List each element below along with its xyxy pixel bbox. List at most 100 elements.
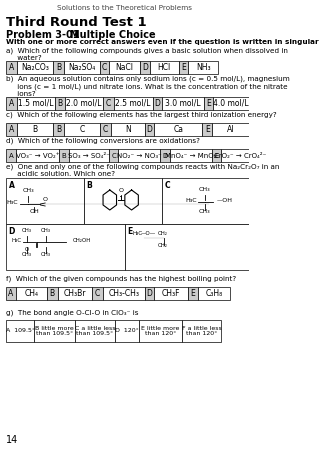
Text: OH: OH: [29, 209, 39, 214]
Bar: [54, 97, 65, 110]
Text: CH₃: CH₃: [199, 209, 211, 214]
Bar: [6, 224, 124, 270]
Text: 1.5 mol/L: 1.5 mol/L: [18, 99, 53, 108]
Bar: [6, 123, 17, 136]
Text: C: C: [164, 181, 170, 190]
Bar: [160, 149, 170, 162]
Bar: [6, 287, 16, 300]
Text: CH₃F: CH₃F: [162, 289, 180, 298]
Text: C: C: [95, 289, 100, 298]
Text: C: C: [102, 125, 108, 134]
Text: VO₃⁻ → VO₂⁺: VO₃⁻ → VO₂⁺: [16, 153, 59, 159]
Bar: [16, 287, 47, 300]
Text: CH₃: CH₃: [22, 228, 32, 233]
Bar: [59, 149, 68, 162]
Bar: [109, 149, 118, 162]
Text: D: D: [154, 99, 160, 108]
Bar: [75, 320, 115, 342]
Text: CH₄: CH₄: [24, 289, 38, 298]
Text: C₃H₈: C₃H₈: [205, 289, 223, 298]
Text: B: B: [57, 99, 62, 108]
Text: —O—: —O—: [140, 231, 156, 236]
Text: A: A: [8, 289, 13, 298]
Text: B: B: [56, 63, 61, 72]
Text: With one or more correct answers even if the question is written in singular: With one or more correct answers even if…: [6, 39, 319, 45]
Text: CH₃-CH₃: CH₃-CH₃: [108, 289, 139, 298]
Text: H₃C: H₃C: [7, 200, 18, 205]
Text: CH₃: CH₃: [41, 228, 51, 233]
Text: N: N: [125, 125, 131, 134]
Bar: [17, 123, 53, 136]
Text: c)  Which of the following elements has the largest third ionization energy?: c) Which of the following elements has t…: [6, 112, 277, 119]
Text: B: B: [32, 125, 38, 134]
Bar: [6, 320, 34, 342]
Bar: [139, 320, 182, 342]
Text: B: B: [56, 125, 61, 134]
Text: Al: Al: [227, 125, 234, 134]
Text: Ca: Ca: [173, 125, 183, 134]
Text: CH₃: CH₃: [199, 187, 211, 192]
Bar: [100, 123, 111, 136]
Bar: [188, 287, 198, 300]
Text: E little more
than 120°: E little more than 120°: [141, 326, 180, 337]
Text: E: E: [206, 99, 211, 108]
Text: 2.0 mol/L: 2.0 mol/L: [66, 99, 102, 108]
Text: Solutions to the Theoretical Problems: Solutions to the Theoretical Problems: [57, 5, 192, 11]
Bar: [17, 61, 53, 74]
Text: D: D: [9, 227, 15, 236]
Bar: [65, 97, 103, 110]
Text: e)  One and only one of the following compounds reacts with Na₂Cr₂O₇ in an
     : e) One and only one of the following com…: [6, 164, 280, 178]
Bar: [100, 61, 109, 74]
Text: b)  An aqueous solution contains only sodium ions (c = 0.5 mol/L), magnesium
   : b) An aqueous solution contains only sod…: [6, 76, 290, 97]
Text: D  120°: D 120°: [115, 328, 139, 333]
Text: A: A: [9, 181, 14, 190]
Text: g)  The bond angle O-Cl-O in ClO₃⁻ is: g) The bond angle O-Cl-O in ClO₃⁻ is: [6, 309, 139, 315]
Bar: [58, 287, 92, 300]
Bar: [47, 287, 58, 300]
Text: d)  Which of the following conversions are oxidations?: d) Which of the following conversions ar…: [6, 138, 200, 145]
Bar: [145, 287, 154, 300]
Bar: [124, 224, 249, 270]
Bar: [6, 61, 17, 74]
Text: A: A: [9, 125, 14, 134]
Bar: [6, 178, 84, 224]
Bar: [179, 61, 188, 74]
Bar: [64, 61, 100, 74]
Bar: [111, 123, 145, 136]
Bar: [68, 149, 109, 162]
Text: E: E: [181, 63, 186, 72]
Text: MnO₄⁻ → MnO₂: MnO₄⁻ → MnO₂: [165, 153, 217, 159]
Text: CH₂: CH₂: [158, 231, 168, 236]
Text: A: A: [9, 153, 13, 159]
Text: H₃C: H₃C: [132, 231, 142, 236]
Text: B: B: [86, 181, 92, 190]
Text: E: E: [205, 125, 210, 134]
Text: C: C: [102, 63, 107, 72]
Bar: [6, 149, 16, 162]
Text: CrO₂⁻ → CrO₄²⁻: CrO₂⁻ → CrO₄²⁻: [214, 153, 266, 159]
Text: CH₃: CH₃: [22, 252, 32, 257]
Text: NaCl: NaCl: [116, 63, 133, 72]
Bar: [53, 123, 64, 136]
Bar: [213, 97, 249, 110]
Bar: [109, 61, 140, 74]
Bar: [92, 287, 103, 300]
Text: 3.0 mol/L: 3.0 mol/L: [165, 99, 201, 108]
Text: B: B: [50, 289, 55, 298]
Text: C a little less
than 109.5°: C a little less than 109.5°: [75, 326, 115, 337]
Bar: [203, 123, 212, 136]
Text: E: E: [127, 227, 132, 236]
Bar: [212, 123, 249, 136]
Text: NH₃: NH₃: [196, 63, 211, 72]
Bar: [145, 123, 154, 136]
Bar: [34, 320, 75, 342]
Text: D: D: [163, 153, 168, 159]
Text: A  109.5°: A 109.5°: [6, 328, 35, 333]
Text: O: O: [118, 188, 123, 193]
Text: A: A: [9, 63, 14, 72]
Text: CH₂OH: CH₂OH: [72, 238, 91, 243]
Text: D: D: [147, 289, 152, 298]
Bar: [154, 287, 188, 300]
Bar: [84, 178, 162, 224]
Bar: [162, 178, 249, 224]
